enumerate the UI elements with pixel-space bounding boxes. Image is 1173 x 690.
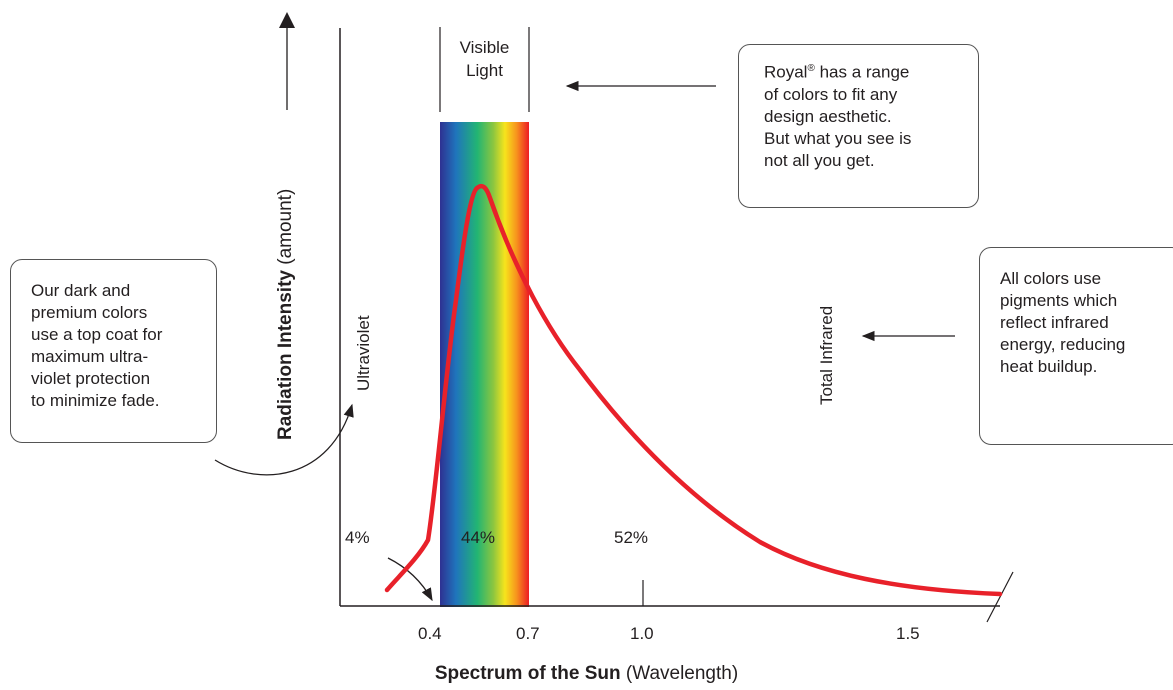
visible-light-label-line-2: Light <box>466 61 503 80</box>
visible-light-label: Visible Light <box>440 36 529 82</box>
x-tick-0-4: 0.4 <box>418 624 442 643</box>
infrared-callout-line-1: All colors use <box>1000 269 1102 288</box>
ultraviolet-callout-line-1: Our dark and <box>31 281 131 300</box>
y-axis-title-rest: (amount) <box>275 188 296 265</box>
infrared-callout-line-5: heat buildup. <box>1000 357 1098 376</box>
x-tick-0-7: 0.7 <box>516 624 540 643</box>
percent-curved-arrow <box>387 557 433 602</box>
ultraviolet-callout-line-4: maximum ultra- <box>31 347 149 366</box>
x-axis-break-mark <box>986 571 1014 623</box>
ultraviolet-callout-line-3: use a top coat for <box>31 325 163 344</box>
ultraviolet-curved-arrow <box>214 403 354 476</box>
ultraviolet-percentage: 4% <box>345 528 370 547</box>
visible-light-label-line-1: Visible <box>459 38 510 57</box>
x-axis-title-bold: Spectrum of the Sun <box>434 663 621 684</box>
infrared-callout-line-4: energy, reducing <box>1000 335 1126 354</box>
visible-callout-line-1: Royal® has a range <box>764 62 910 82</box>
visible-callout-line-3: design aesthetic. <box>764 106 892 126</box>
y-label-arrowhead-icon <box>279 12 295 28</box>
ultraviolet-callout-line-5: violet protection <box>31 369 151 388</box>
x-tick-1-0: 1.0 <box>630 624 654 643</box>
infrared-label: Total Infrared <box>817 305 836 405</box>
visible-percentage: 44% <box>461 528 496 547</box>
visible-callout-line-4: But what you see is <box>764 128 912 148</box>
infrared-percentage: 52% <box>614 528 649 547</box>
infrared-callout-line-3: reflect infrared <box>1000 313 1109 332</box>
radiation-intensity-curve <box>384 183 1003 597</box>
x-tick-1-5: 1.5 <box>896 624 920 643</box>
y-axis-title-bold: Radiation Intensity <box>275 270 296 440</box>
visible-callout-line-2: of colors to fit any <box>764 84 898 104</box>
infrared-callout-line-2: pigments which <box>1000 291 1118 310</box>
ultraviolet-callout-line-6: to minimize fade. <box>31 391 160 410</box>
x-axis-title: Spectrum of the Sun (Wavelength) <box>0 664 1173 684</box>
ultraviolet-callout-box: Our dark and premium colors use a top co… <box>10 259 217 443</box>
ultraviolet-label: Ultraviolet <box>354 315 373 391</box>
infrared-callout-box: All colors use pigments which reflect in… <box>979 247 1173 445</box>
visible-spectrum-band <box>440 122 529 607</box>
visible-callout-line-5: not all you get. <box>764 150 875 170</box>
y-axis-title: Radiation Intensity (amount) <box>275 189 297 440</box>
x-axis-title-rest: (Wavelength) <box>625 663 739 684</box>
visible-callout-box: Royal® has a range of colors to fit any … <box>738 44 979 208</box>
ultraviolet-callout-line-2: premium colors <box>31 303 148 322</box>
